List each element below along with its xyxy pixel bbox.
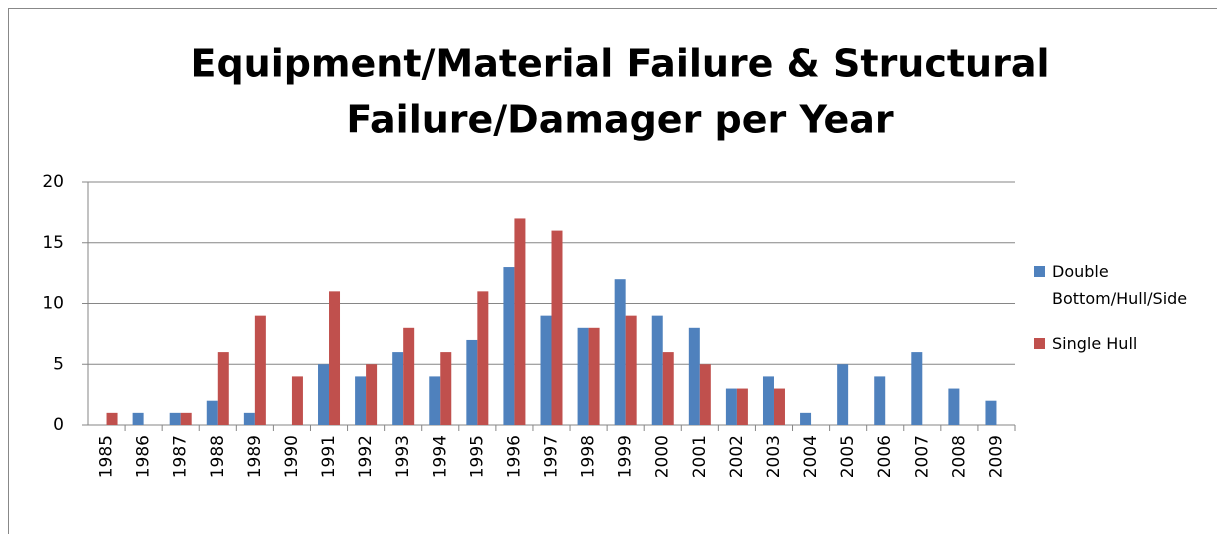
x-tick-label: 1998 [579,435,599,478]
frame [8,8,1217,534]
x-tick-label: 1997 [542,435,562,478]
bar [837,364,849,425]
x-tick-label: 1999 [616,435,636,478]
x-tick-label: 2000 [653,435,673,478]
bar [800,412,812,425]
bar [206,400,218,425]
bar [180,412,192,425]
chart-title: Failure/Damager per Year [346,98,894,142]
bar [773,388,785,425]
x-tick-label: 1986 [134,435,154,478]
x-tick-label: 1989 [245,435,265,478]
bar [132,412,144,425]
x-tick-label: 1994 [430,435,450,478]
bar [699,364,711,425]
bar [477,291,489,425]
bar [243,412,255,425]
bar [588,327,600,425]
bar [440,352,452,425]
legend-label: Double Bottom/Hull/Side [1052,262,1188,308]
bar [736,388,748,425]
bar [688,327,700,425]
x-tick-label: 2008 [949,435,969,478]
bar [514,218,526,425]
x-tick-label: 2004 [801,435,821,478]
bar [651,315,663,425]
bar [169,412,181,425]
bar [318,364,330,425]
x-tick-label: 1991 [319,435,339,478]
x-tick-label: 2001 [690,435,710,478]
x-tick-label: 2006 [875,435,895,478]
y-tick-label: 0 [53,415,64,435]
legend-label: Single Hull [1052,334,1138,353]
bar [366,364,378,425]
bar [291,376,303,425]
x-tick-label: 2005 [838,435,858,478]
x-tick-label: 1990 [282,435,302,478]
x-tick-label: 1985 [97,435,117,478]
chart-title: Equipment/Material Failure & Structural [190,42,1049,86]
bar [985,400,997,425]
bar [254,315,266,425]
bar [725,388,737,425]
y-tick-label: 10 [42,294,64,314]
bar [540,315,552,425]
bar [355,376,367,425]
bar [403,327,415,425]
y-tick-label: 5 [53,354,64,374]
x-tick-label: 1993 [393,435,413,478]
bar [429,376,441,425]
x-tick-label: 1995 [467,435,487,478]
x-tick-label: 2002 [727,435,747,478]
bar [577,327,589,425]
legend-swatch [1034,338,1045,349]
bar [762,376,774,425]
y-tick-label: 20 [42,172,64,192]
bar [662,352,674,425]
x-tick-label: 1992 [356,435,376,478]
x-tick-label: 2007 [912,435,932,478]
x-tick-label: 1987 [171,435,191,478]
bar [106,412,118,425]
bar [217,352,229,425]
bar [329,291,341,425]
x-tick-label: 2009 [986,435,1006,478]
bar [948,388,960,425]
bar [625,315,637,425]
x-tick-label: 1996 [504,435,524,478]
bar [874,376,886,425]
legend-swatch [1034,266,1045,277]
y-tick-label: 15 [42,233,64,253]
x-tick-label: 2003 [764,435,784,478]
bar [503,267,515,425]
x-tick-label: 1988 [208,435,228,478]
bar [392,352,404,425]
bar [466,339,478,425]
bar [911,352,923,425]
bar [614,279,626,425]
bar [551,230,563,425]
